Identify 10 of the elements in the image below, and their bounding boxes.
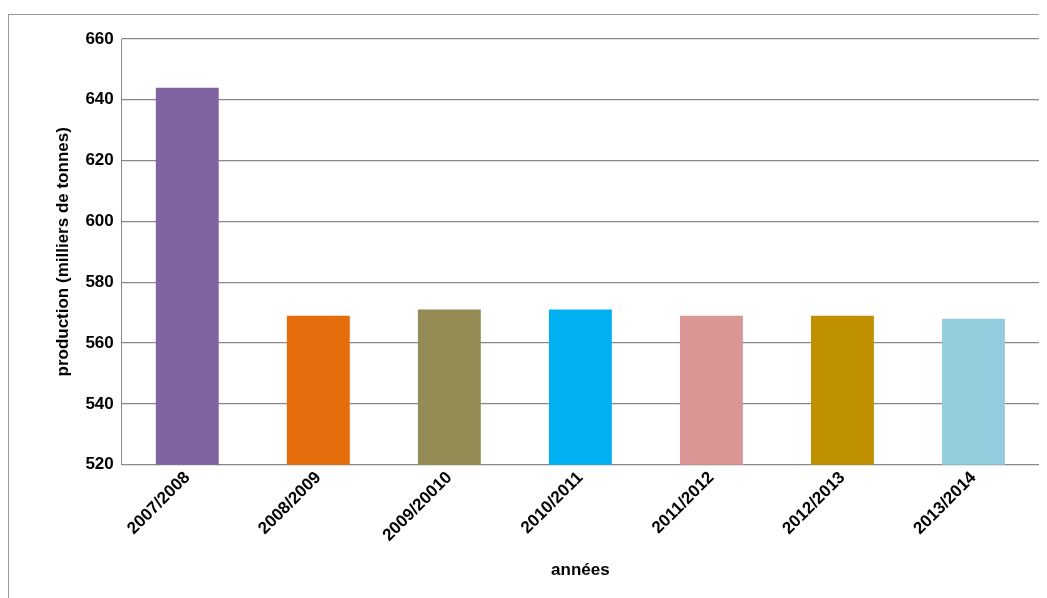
y-tick-label: 600 xyxy=(85,211,114,231)
y-axis-title: production (milliers de tonnes) xyxy=(52,127,72,377)
y-tick-label: 540 xyxy=(85,393,114,413)
x-axis-title: années xyxy=(551,560,610,580)
y-tick-label: 640 xyxy=(85,89,114,109)
y-tick-label: 660 xyxy=(85,28,114,48)
y-tick-label: 560 xyxy=(85,332,114,352)
y-tick-label: 520 xyxy=(85,454,114,474)
y-tick-label: 580 xyxy=(85,271,114,291)
y-tick-label: 620 xyxy=(85,150,114,170)
